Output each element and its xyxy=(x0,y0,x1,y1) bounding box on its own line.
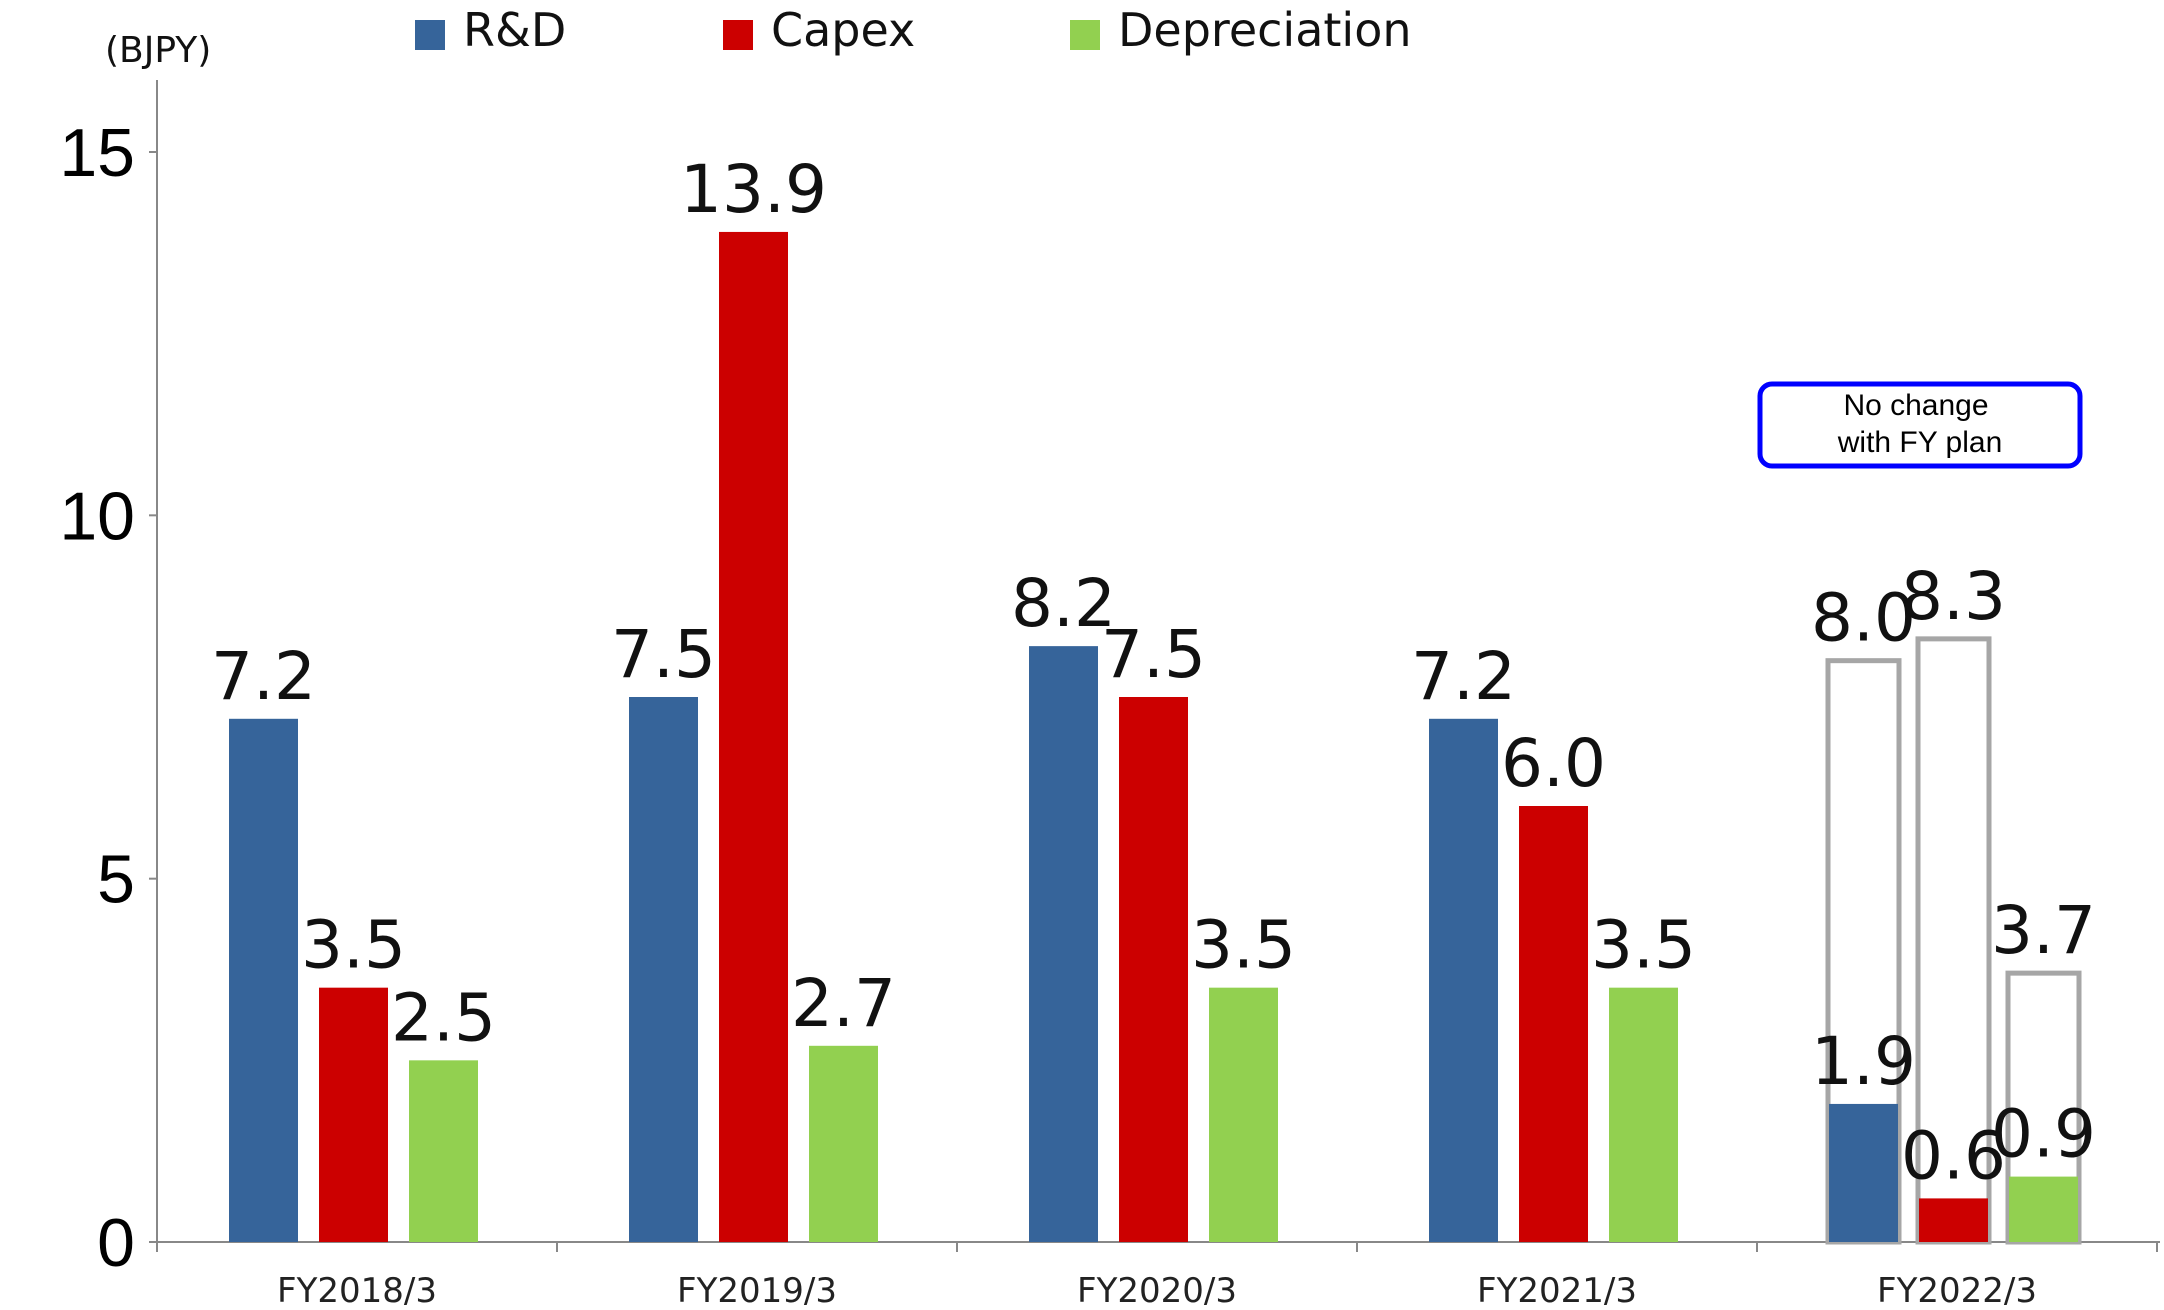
legend-swatch-capex xyxy=(723,20,753,50)
y-axis-ticks: 0 5 10 15 xyxy=(59,115,157,1281)
bar xyxy=(629,697,698,1242)
bar-value-label: 3.5 xyxy=(301,907,406,984)
bar-value-label: 7.2 xyxy=(1411,638,1516,715)
category-label: FY2019/3 xyxy=(677,1271,837,1310)
bar-value-label: 3.5 xyxy=(1191,907,1296,984)
legend-label-rd: R&D xyxy=(463,3,566,57)
legend-swatch-depreciation xyxy=(1070,20,1100,50)
y-tick-label: 10 xyxy=(59,478,135,554)
bar-value-label: 3.5 xyxy=(1591,907,1696,984)
category-label: FY2020/3 xyxy=(1077,1271,1237,1310)
plan-value-label: 8.3 xyxy=(1901,558,2006,635)
bar xyxy=(1519,806,1588,1242)
x-axis-ticks: FY2018/3 FY2019/3 FY2020/3 FY2021/3 FY2022/3 xyxy=(156,1242,2158,1310)
y-tick-label: 15 xyxy=(59,115,135,191)
y-tick-label: 0 xyxy=(97,1205,135,1281)
bar-value-label: 7.5 xyxy=(611,616,716,693)
bar-value-label: 13.9 xyxy=(680,151,827,228)
no-change-annotation: No change with FY plan xyxy=(1757,381,2083,469)
bar xyxy=(1119,697,1188,1242)
annotation-line-1: No change xyxy=(1843,389,1988,422)
bar xyxy=(1609,987,1678,1242)
category-label: FY2018/3 xyxy=(277,1271,437,1310)
bar xyxy=(319,987,388,1242)
bar xyxy=(719,231,788,1242)
bar-value-label: 7.2 xyxy=(211,638,316,715)
bar-value-label: 6.0 xyxy=(1501,725,1606,802)
bar-value-label: 8.2 xyxy=(1011,565,1116,642)
annotation-box xyxy=(1757,381,2083,469)
bar-value-label: 2.5 xyxy=(391,979,496,1056)
legend-label-capex: Capex xyxy=(771,3,915,57)
bar xyxy=(1829,1103,1898,1242)
bar xyxy=(2009,1176,2078,1242)
data-labels: 8.08.33.77.2 7.58.27.21.93.513.97.56.00.6… xyxy=(211,151,2096,1194)
bar xyxy=(229,718,298,1242)
category-label: FY2021/3 xyxy=(1477,1271,1637,1310)
plan-value-label: 3.7 xyxy=(1991,892,2096,969)
bar-value-label: 0.9 xyxy=(1991,1096,2096,1173)
legend-label-depreciation: Depreciation xyxy=(1118,3,1412,57)
bar xyxy=(409,1060,478,1242)
bars xyxy=(229,231,2078,1242)
bar xyxy=(809,1045,878,1242)
plan-value-label: 8.0 xyxy=(1811,580,1916,657)
legend-swatch-rd xyxy=(415,20,445,50)
bar-value-label: 1.9 xyxy=(1811,1023,1916,1100)
bar xyxy=(1209,987,1278,1242)
bar xyxy=(1919,1198,1988,1242)
y-axis-unit-label: (BJPY) xyxy=(105,30,211,71)
bar-value-label: 2.7 xyxy=(791,965,896,1042)
legend: R&D Capex Depreciation xyxy=(415,3,1412,57)
bar-value-label: 7.5 xyxy=(1101,616,1206,693)
category-label: FY2022/3 xyxy=(1877,1271,2037,1310)
annotation-line-2: with FY plan xyxy=(1837,426,2003,459)
bar xyxy=(1029,646,1098,1242)
bar xyxy=(1429,718,1498,1242)
bar-value-label: 0.6 xyxy=(1901,1117,2006,1194)
y-tick-label: 5 xyxy=(97,842,135,918)
